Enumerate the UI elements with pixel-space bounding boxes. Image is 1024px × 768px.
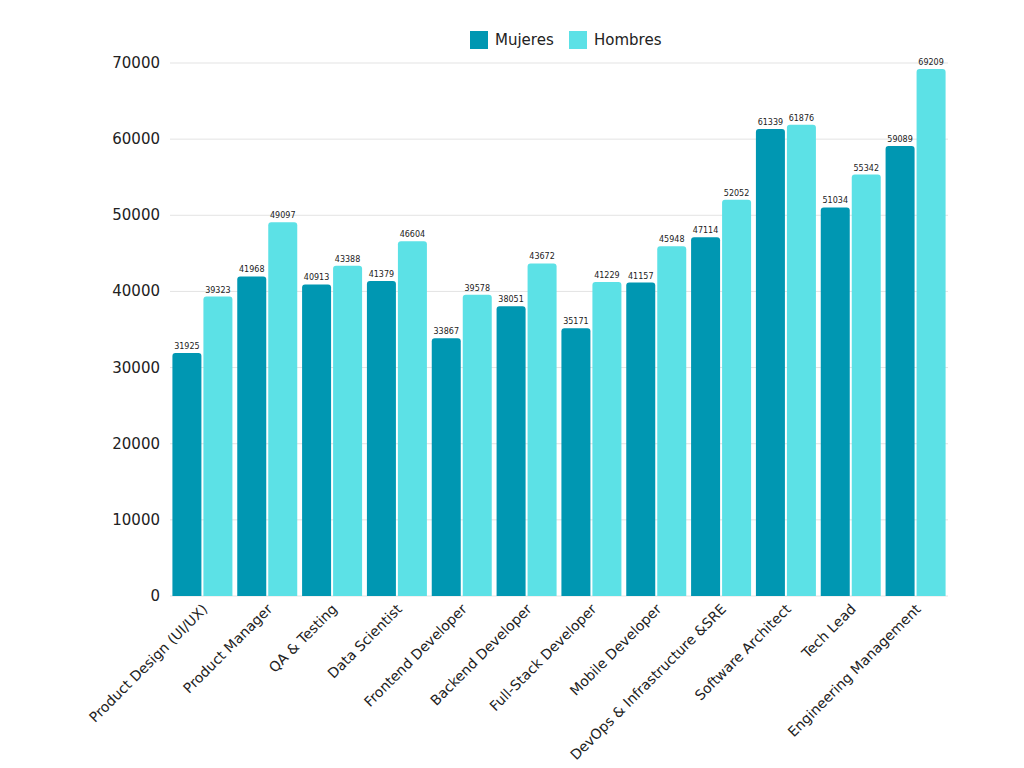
data-label: 61339: [758, 118, 783, 127]
bar: [463, 295, 492, 596]
bar: [756, 129, 785, 596]
bar: [626, 283, 655, 596]
bars: [172, 69, 945, 596]
y-tick-label: 30000: [112, 359, 160, 377]
bar: [302, 284, 331, 596]
data-label: 35171: [563, 317, 588, 326]
data-label: 39323: [205, 286, 230, 295]
bar: [398, 241, 427, 596]
legend: Mujeres Hombres: [470, 31, 662, 49]
data-label: 39578: [465, 284, 490, 293]
bar: [367, 281, 396, 596]
grid-line: [170, 139, 948, 140]
bar: [821, 207, 850, 596]
bar: [592, 282, 621, 596]
y-tick-label: 20000: [112, 435, 160, 453]
legend-swatch: [569, 31, 587, 49]
bar: [203, 297, 232, 596]
data-label: 31925: [174, 342, 199, 351]
data-label: 45948: [659, 235, 684, 244]
bar: [722, 200, 751, 596]
y-tick-label: 40000: [112, 282, 160, 300]
data-label: 47114: [693, 226, 718, 235]
bar: [886, 146, 915, 596]
data-label: 59089: [887, 135, 912, 144]
data-label: 38051: [498, 295, 523, 304]
data-label: 46604: [400, 230, 425, 239]
data-label: 33867: [434, 327, 459, 336]
data-label: 41968: [239, 265, 264, 274]
bar: [691, 237, 720, 596]
y-tick-label: 50000: [112, 206, 160, 224]
bar: [432, 338, 461, 596]
data-label: 52052: [724, 189, 749, 198]
x-tick-label: Frontend Developer: [361, 601, 470, 710]
bar: [268, 222, 297, 596]
legend-label: Mujeres: [495, 31, 554, 49]
x-tick-label: Product Manager: [180, 601, 276, 697]
data-label: 61876: [789, 114, 814, 123]
legend-swatch: [470, 31, 488, 49]
bar: [917, 69, 946, 596]
legend-label: Hombres: [594, 31, 662, 49]
data-labels: 31925 41968 40913 41379 33867 38051 35171 41157…: [174, 58, 944, 351]
y-tick-label: 60000: [112, 130, 160, 148]
x-tick-label: Full-Stack Developer: [486, 601, 599, 714]
bar: [852, 175, 881, 596]
data-label: 43672: [529, 252, 554, 261]
bar: [561, 328, 590, 596]
bar: [333, 266, 362, 596]
bar: [237, 276, 266, 596]
x-tick-label: Software Architect: [692, 600, 795, 703]
chart: 0 10000 20000 30000 40000 50000 60000 70000 3192…: [0, 0, 1024, 768]
bar: [528, 263, 557, 596]
x-tick-label: Product Design (UI/UX): [86, 601, 211, 726]
bar: [497, 306, 526, 596]
data-label: 49097: [270, 211, 295, 220]
data-label: 55342: [854, 164, 879, 173]
data-label: 41379: [369, 270, 394, 279]
data-label: 41229: [594, 271, 619, 280]
data-label: 69209: [918, 58, 943, 67]
data-label: 43388: [335, 255, 360, 264]
x-tick-label: Tech Lead: [798, 601, 859, 662]
data-label: 51034: [823, 196, 848, 205]
data-label: 40913: [304, 273, 329, 282]
data-label: 41157: [628, 272, 653, 281]
y-tick-label: 10000: [112, 511, 160, 529]
y-axis-line: [170, 63, 171, 596]
bar: [657, 246, 686, 596]
bar: [172, 353, 201, 596]
bar: [787, 125, 816, 596]
grid-line: [170, 63, 948, 64]
y-tick-label: 0: [150, 587, 160, 605]
x-tick-label: Engineering Management: [785, 600, 924, 739]
y-tick-label: 70000: [112, 54, 160, 72]
